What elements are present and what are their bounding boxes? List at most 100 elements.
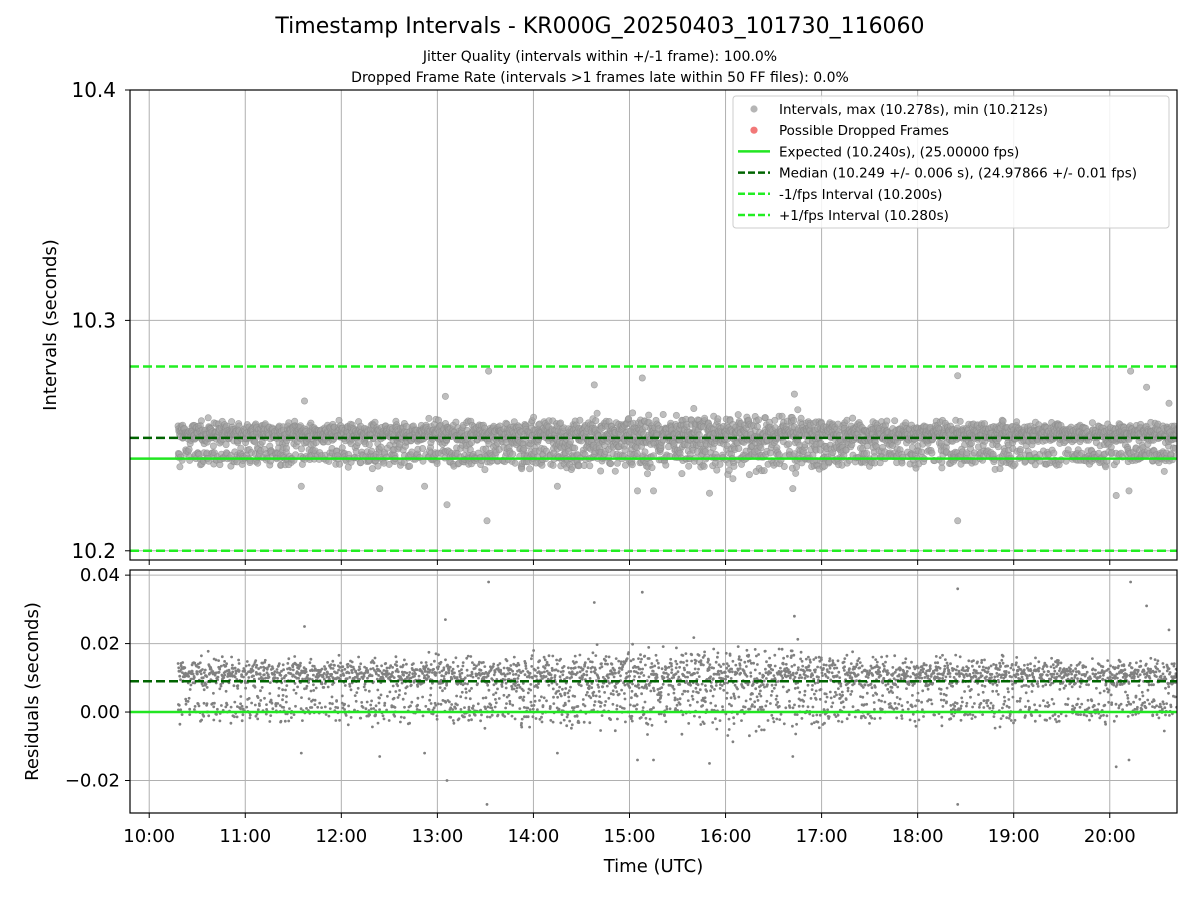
- residual-point: [353, 694, 357, 697]
- interval-point: [792, 469, 800, 477]
- residual-point: [313, 703, 317, 706]
- interval-point: [1143, 383, 1151, 391]
- residual-point: [444, 700, 448, 704]
- residual-point: [252, 663, 256, 666]
- residual-point: [482, 661, 485, 664]
- interval-point: [629, 409, 637, 417]
- interval-point: [757, 444, 765, 452]
- interval-point: [466, 446, 474, 454]
- residual-point: [394, 690, 398, 693]
- interval-point: [566, 438, 574, 446]
- residual-point: [492, 673, 496, 677]
- residual-point: [224, 705, 228, 709]
- residual-point: [326, 685, 330, 689]
- residual-point: [218, 719, 222, 723]
- interval-point: [745, 471, 753, 479]
- residual-point: [405, 685, 409, 688]
- interval-point: [735, 444, 743, 452]
- interval-point: [1011, 460, 1019, 468]
- residual-point: [205, 702, 209, 706]
- residual-point: [294, 704, 297, 708]
- residual-point: [259, 666, 263, 669]
- residual-point: [349, 716, 353, 719]
- residual-point: [283, 719, 287, 723]
- residual-point: [276, 677, 279, 680]
- residual-point: [254, 714, 258, 718]
- residual-point: [493, 705, 497, 709]
- residual-point: [230, 655, 234, 659]
- residual-point: [377, 674, 380, 677]
- residual-point: [430, 671, 434, 674]
- residual-point: [323, 705, 327, 709]
- residual-point: [279, 674, 283, 677]
- residual-point: [328, 701, 332, 705]
- interval-point: [730, 462, 738, 470]
- residual-point: [225, 662, 229, 666]
- residual-point: [240, 719, 244, 723]
- residual-point: [179, 708, 183, 712]
- residual-point: [240, 673, 244, 677]
- residual-point: [256, 696, 260, 699]
- residual-point: [460, 668, 463, 671]
- residual-point: [335, 671, 339, 675]
- residual-point: [344, 714, 348, 717]
- residual-point: [207, 714, 211, 718]
- residual-point: [318, 701, 322, 705]
- residual-point: [254, 659, 258, 662]
- residual-point: [429, 686, 433, 690]
- residual-point: [354, 699, 358, 703]
- legend-label: Median (10.249 +/- 0.006 s), (24.97866 +…: [779, 166, 1137, 182]
- residual-point: [184, 702, 188, 706]
- interval-point: [1088, 419, 1096, 427]
- residual-point: [396, 670, 400, 674]
- residual-point: [384, 662, 388, 665]
- interval-point: [297, 482, 305, 490]
- residual-point: [468, 714, 471, 717]
- residual-point: [206, 649, 210, 653]
- residual-point: [451, 719, 455, 722]
- residual-point: [463, 706, 466, 709]
- residual-point: [364, 688, 367, 692]
- interval-point: [1127, 367, 1135, 375]
- residual-point: [460, 690, 464, 694]
- residual-point: [291, 668, 295, 672]
- residual-point: [328, 707, 332, 710]
- residual-point: [200, 718, 204, 722]
- residual-point: [437, 653, 440, 657]
- interval-point: [441, 392, 449, 400]
- residual-point: [264, 712, 268, 716]
- residual-point: [370, 674, 374, 678]
- residual-point: [237, 662, 241, 665]
- residual-point: [366, 676, 369, 680]
- residual-point: [289, 668, 292, 671]
- residual-point: [493, 670, 497, 673]
- residual-point: [320, 706, 323, 709]
- residual-point: [399, 715, 403, 719]
- interval-point: [1064, 446, 1072, 454]
- residual-point: [198, 661, 202, 665]
- residual-point: [212, 718, 216, 722]
- interval-point: [729, 475, 737, 483]
- legend-box: [732, 95, 1170, 229]
- interval-point: [898, 459, 906, 467]
- residual-point: [393, 714, 397, 718]
- interval-point: [1050, 449, 1058, 457]
- residual-point: [463, 715, 466, 719]
- interval-point: [433, 459, 441, 467]
- residual-point: [439, 702, 443, 706]
- residual-point: [263, 666, 267, 670]
- residual-point: [434, 674, 437, 677]
- residual-point: [200, 654, 203, 658]
- residual-point: [486, 683, 490, 687]
- residual-point: [359, 716, 363, 720]
- residual-point: [400, 670, 404, 674]
- residual-point: [416, 703, 419, 707]
- residual-point: [233, 666, 237, 670]
- residual-point: [447, 671, 451, 675]
- residual-point: [346, 665, 350, 669]
- residual-point: [333, 664, 336, 667]
- residual-point: [347, 704, 350, 708]
- residual-point: [360, 701, 364, 704]
- residual-point: [236, 684, 240, 688]
- interval-point: [771, 416, 779, 424]
